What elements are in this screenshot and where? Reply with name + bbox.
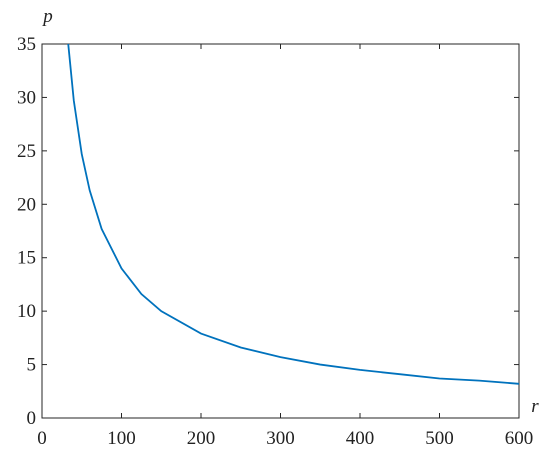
x-tick-label: 200 xyxy=(187,428,216,449)
plot-frame xyxy=(41,43,520,419)
y-tick-label: 0 xyxy=(27,408,37,429)
x-tick-label: 0 xyxy=(37,428,47,449)
x-tick-label: 100 xyxy=(107,428,136,449)
x-tick-label: 600 xyxy=(505,428,534,449)
x-tick-label: 300 xyxy=(266,428,295,449)
y-tick-label: 30 xyxy=(17,87,36,108)
y-axis-label: p xyxy=(41,6,53,27)
data-line xyxy=(67,43,520,385)
y-tick-label: 10 xyxy=(17,301,36,322)
y-tick-label: 15 xyxy=(17,248,36,269)
y-tick-label: 35 xyxy=(17,34,36,55)
y-tick-label: 5 xyxy=(27,355,37,376)
x-tick-label: 500 xyxy=(425,428,454,449)
y-tick-label: 25 xyxy=(17,141,36,162)
y-tick-label: 20 xyxy=(17,194,36,215)
x-tick-label: 400 xyxy=(346,428,375,449)
x-axis-label: r xyxy=(531,396,539,417)
